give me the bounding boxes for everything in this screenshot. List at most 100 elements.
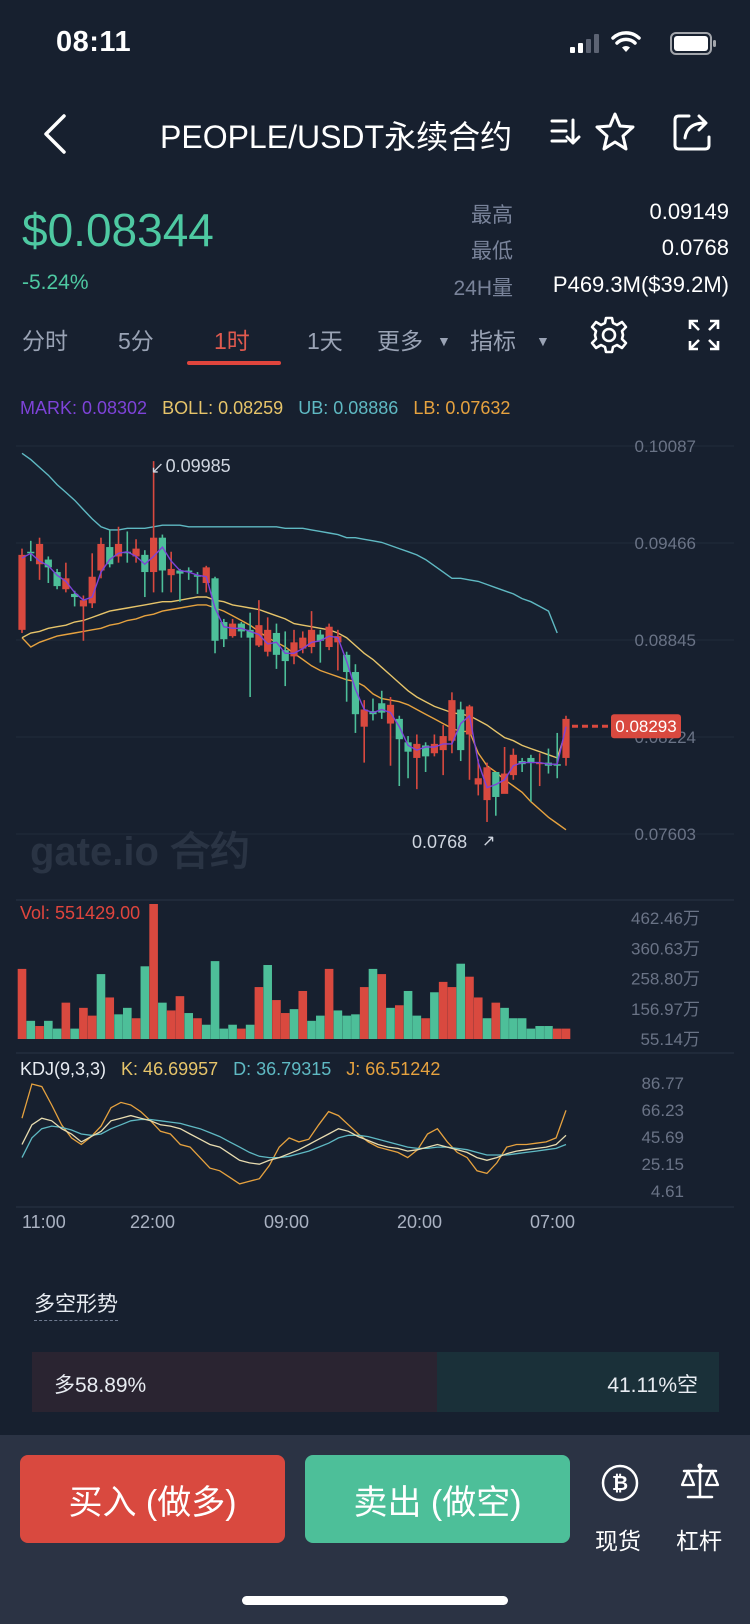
candle-body bbox=[483, 767, 491, 801]
volume-bar bbox=[96, 974, 106, 1039]
back-arrow-icon[interactable] bbox=[40, 113, 70, 155]
volume-bar bbox=[552, 1028, 562, 1039]
candle-body bbox=[457, 709, 465, 751]
high-value: 0.09149 bbox=[649, 199, 729, 224]
boll-value: BOLL: 0.08259 bbox=[162, 398, 284, 418]
candle-body bbox=[386, 704, 395, 724]
mark-price-line bbox=[21, 545, 567, 789]
volume-bar bbox=[140, 966, 150, 1039]
volume-bar bbox=[509, 1018, 518, 1039]
candle-body bbox=[360, 709, 368, 727]
volume-bar bbox=[377, 974, 387, 1039]
candle-body bbox=[97, 543, 105, 571]
sentiment-short-label: 41.11%空 bbox=[607, 1374, 698, 1397]
volume-bar bbox=[35, 1026, 44, 1039]
leverage-label[interactable]: 杠杆 bbox=[676, 1528, 722, 1554]
tab-more-label: 更多 bbox=[377, 328, 423, 354]
candle-body bbox=[220, 622, 228, 640]
kdj-k-line bbox=[21, 1114, 567, 1165]
fullscreen-icon[interactable] bbox=[688, 319, 720, 351]
y-tick-label: 0.09466 bbox=[635, 534, 696, 553]
x-tick-label: 09:00 bbox=[264, 1212, 309, 1232]
candle-body bbox=[123, 551, 131, 554]
favorite-star-icon[interactable] bbox=[594, 111, 636, 153]
volume-bar bbox=[245, 1024, 255, 1039]
candle-body bbox=[237, 623, 245, 632]
candle-body bbox=[185, 570, 193, 573]
tab-1h[interactable]: 1时 bbox=[214, 328, 250, 354]
last-price-label: 0.08293 bbox=[615, 717, 676, 736]
tab-1d[interactable]: 1天 bbox=[307, 328, 343, 354]
volume-bar bbox=[44, 1020, 53, 1039]
volume-bar bbox=[52, 1028, 62, 1039]
x-tick-label: 07:00 bbox=[530, 1212, 575, 1232]
candle-body bbox=[150, 537, 158, 573]
candle-body bbox=[527, 757, 535, 763]
svg-text:₿: ₿ bbox=[612, 1471, 628, 1495]
scale-leverage-icon[interactable] bbox=[678, 1461, 722, 1503]
volume-bar bbox=[456, 963, 466, 1039]
bitcoin-spot-icon[interactable]: ₿ bbox=[600, 1463, 640, 1503]
candle-body bbox=[44, 559, 52, 568]
volume-bar bbox=[254, 987, 264, 1039]
candle-body bbox=[307, 629, 316, 648]
volume-bar bbox=[351, 1014, 360, 1039]
tab-indicators-label: 指标 bbox=[470, 328, 516, 354]
tab-timeline[interactable]: 分时 bbox=[22, 328, 68, 354]
share-icon[interactable] bbox=[671, 111, 715, 153]
volume-bar bbox=[430, 992, 439, 1039]
home-indicator bbox=[242, 1596, 508, 1605]
sort-switch-icon[interactable] bbox=[550, 117, 584, 151]
last-price-tag bbox=[611, 714, 681, 739]
volume-bar bbox=[368, 968, 378, 1039]
high-annotation: 0.09985 bbox=[166, 456, 231, 476]
low-value: 0.0768 bbox=[661, 235, 729, 260]
tab-5m[interactable]: 5分 bbox=[118, 328, 154, 354]
volume-bar bbox=[316, 1015, 325, 1039]
candle-body bbox=[176, 570, 184, 574]
candle-body bbox=[351, 672, 360, 715]
wifi-icon bbox=[611, 31, 641, 52]
y-tick-label: 0.08845 bbox=[635, 631, 696, 650]
candle-body bbox=[167, 568, 175, 576]
high-label: 最高 bbox=[471, 204, 513, 227]
candle-body bbox=[264, 629, 272, 652]
candle-body bbox=[53, 572, 61, 587]
buy-long-button[interactable]: 买入 (做多) bbox=[20, 1455, 285, 1543]
kdj-y-tick-label: 25.15 bbox=[641, 1155, 684, 1174]
volume-bar bbox=[473, 997, 483, 1039]
candle-body bbox=[158, 537, 166, 571]
volume-bar bbox=[272, 1000, 281, 1039]
x-tick-label: 20:00 bbox=[397, 1212, 442, 1232]
volume-bar bbox=[210, 961, 220, 1039]
candle-body bbox=[439, 736, 447, 751]
settings-gear-icon[interactable] bbox=[590, 316, 628, 354]
volume-bar bbox=[394, 1005, 404, 1039]
candle-body bbox=[62, 578, 70, 590]
kdj-j-line bbox=[21, 1083, 567, 1185]
candle-body bbox=[536, 762, 544, 765]
tab-indicators[interactable]: 指标 ▼ bbox=[470, 322, 550, 356]
volume-bar bbox=[158, 1002, 167, 1039]
volume-bar bbox=[324, 968, 334, 1039]
candle-body bbox=[71, 593, 79, 598]
sentiment-long-label: 多58.89% bbox=[54, 1374, 147, 1397]
candle-body bbox=[474, 778, 482, 785]
volume-bar bbox=[175, 996, 185, 1039]
sell-short-button[interactable]: 卖出 (做空) bbox=[305, 1455, 570, 1543]
volume-bar bbox=[289, 1009, 299, 1039]
x-tick-label: 11:00 bbox=[22, 1212, 66, 1232]
status-time: 08:11 bbox=[56, 26, 132, 58]
tab-more[interactable]: 更多 ▼ bbox=[377, 322, 451, 356]
candle-body bbox=[395, 718, 403, 740]
candle-body bbox=[246, 629, 254, 638]
kline-chart[interactable]: 0.100870.094660.088450.082240.07603gate.… bbox=[0, 420, 750, 1250]
sentiment-title[interactable]: 多空形势 bbox=[34, 1288, 118, 1321]
candle-body bbox=[18, 554, 26, 630]
candle-body bbox=[202, 567, 210, 583]
volume-y-tick-label: 258.80万 bbox=[631, 970, 700, 989]
spot-label[interactable]: 现货 bbox=[595, 1528, 641, 1554]
volume-bar bbox=[149, 904, 158, 1039]
volume-bar bbox=[228, 1024, 237, 1039]
ub-value: UB: 0.08886 bbox=[298, 398, 399, 418]
